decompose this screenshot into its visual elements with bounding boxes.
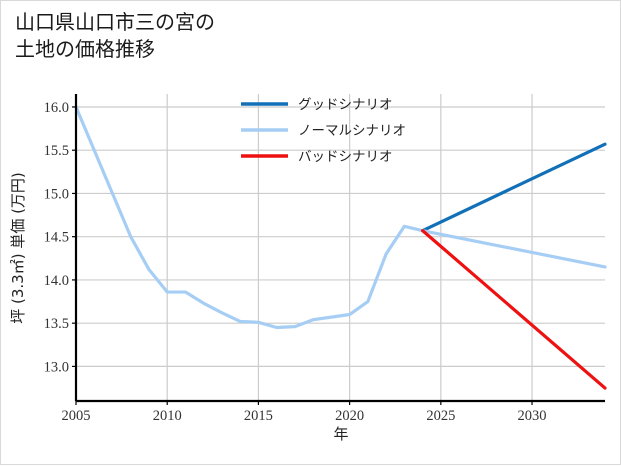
x-tick-label: 2030 bbox=[518, 408, 547, 424]
y-tick-label: 14.5 bbox=[44, 230, 69, 246]
grid-lines bbox=[75, 94, 605, 401]
x-tick-label: 2020 bbox=[335, 408, 364, 424]
legend-label: バッドシナリオ bbox=[298, 149, 393, 165]
y-axis-title: 坪 (3.3㎡) 単価 (万円) bbox=[9, 172, 27, 324]
x-tick-label: 2015 bbox=[244, 408, 273, 424]
x-tick-label: 2010 bbox=[153, 408, 182, 424]
x-tick-labels: 2005 2010 2015 2020 2025 2030 bbox=[62, 408, 547, 424]
y-tick-labels: 13.0 13.5 14.0 14.5 15.0 15.5 16.0 bbox=[44, 100, 69, 375]
page-title: 山口県山口市三の宮の 土地の価格推移 bbox=[15, 10, 215, 61]
y-tick-label: 13.0 bbox=[44, 359, 69, 375]
y-tick-label: 15.5 bbox=[44, 143, 69, 159]
y-tick-label: 16.0 bbox=[44, 100, 69, 116]
y-tick-label: 14.0 bbox=[44, 273, 69, 289]
legend-label: ノーマルシナリオ bbox=[298, 123, 406, 139]
series-lines bbox=[74, 105, 607, 390]
y-tick-label: 15.0 bbox=[44, 186, 69, 202]
x-tick-label: 2025 bbox=[426, 408, 455, 424]
legend-label: グッドシナリオ bbox=[298, 97, 393, 113]
x-axis-title: 年 bbox=[333, 425, 348, 443]
x-tick-label: 2005 bbox=[62, 408, 91, 424]
axes bbox=[72, 94, 605, 405]
y-tick-label: 13.5 bbox=[44, 316, 69, 332]
